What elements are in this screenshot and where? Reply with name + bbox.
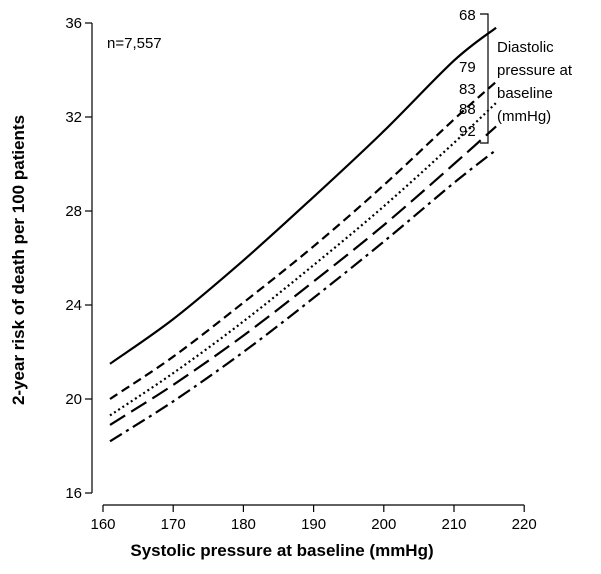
legend: 68 79 83 88 92 Diastolic pressure at baseline (m… bbox=[459, 7, 573, 144]
y-tick-label: 20 bbox=[65, 391, 82, 408]
y-axis-title: 2-year risk of death per 100 patients bbox=[9, 115, 28, 405]
legend-label-88: 88 bbox=[459, 101, 476, 118]
y-tick-label: 16 bbox=[65, 485, 82, 502]
x-tick-label: 210 bbox=[441, 516, 466, 533]
y-tick-label: 36 bbox=[65, 15, 82, 32]
series-line-83 bbox=[109, 102, 497, 417]
sample-size-annotation: n=7,557 bbox=[107, 35, 162, 52]
y-tick-label: 32 bbox=[65, 109, 82, 126]
legend-title-line: baseline bbox=[497, 85, 553, 102]
legend-label-83: 83 bbox=[459, 81, 476, 98]
legend-label-68: 68 bbox=[459, 7, 476, 24]
series-lines bbox=[109, 26, 497, 443]
series-line-92 bbox=[109, 149, 497, 443]
series-line-88 bbox=[109, 125, 497, 426]
x-tick-label: 180 bbox=[231, 516, 256, 533]
series-line-79 bbox=[109, 80, 497, 400]
legend-bracket bbox=[480, 13, 489, 144]
legend-label-92: 92 bbox=[459, 123, 476, 140]
x-tick-label: 190 bbox=[301, 516, 326, 533]
y-ticks: 16 20 24 28 32 36 bbox=[65, 15, 92, 502]
x-ticks: 160 170 180 190 200 210 220 bbox=[90, 505, 537, 533]
legend-label-79: 79 bbox=[459, 59, 476, 76]
y-tick-label: 28 bbox=[65, 203, 82, 220]
x-tick-label: 220 bbox=[512, 516, 537, 533]
series-line-68 bbox=[109, 26, 497, 365]
x-tick-label: 200 bbox=[371, 516, 396, 533]
legend-title-line: (mmHg) bbox=[497, 108, 551, 125]
y-tick-label: 24 bbox=[65, 297, 82, 314]
legend-title-line: pressure at bbox=[497, 62, 573, 79]
x-axis-title: Systolic pressure at baseline (mmHg) bbox=[130, 541, 433, 560]
legend-title-line: Diastolic bbox=[497, 39, 554, 56]
x-tick-label: 170 bbox=[161, 516, 186, 533]
x-tick-label: 160 bbox=[90, 516, 115, 533]
